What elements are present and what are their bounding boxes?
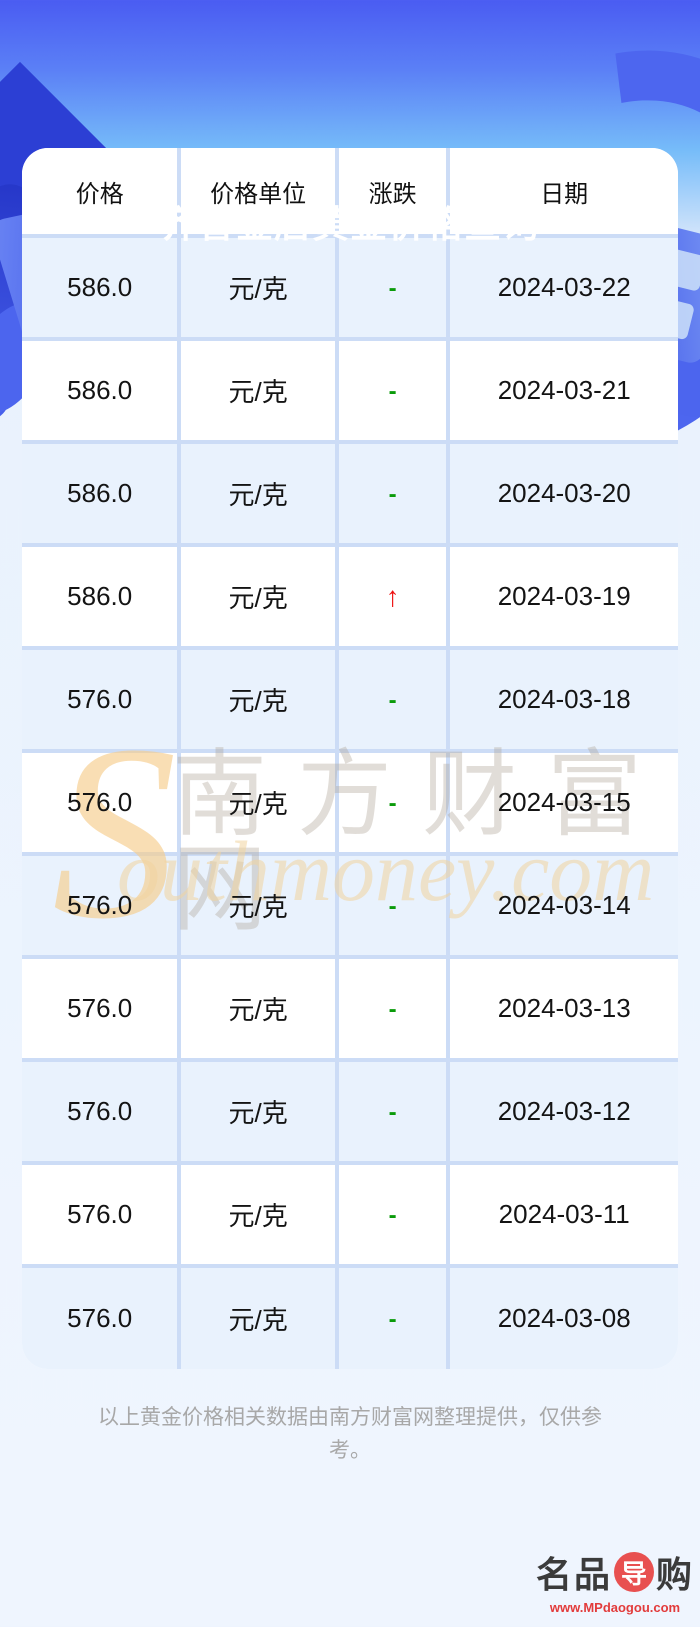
table-row: 576.0 元/克 - 2024-03-14: [22, 852, 678, 957]
table-row: 576.0 元/克 - 2024-03-13: [22, 955, 678, 1060]
unit-cell: 元/克: [177, 852, 337, 957]
table-header-row: 价格 价格单位 涨跌 日期: [22, 148, 678, 238]
table-row: 586.0 元/克 - 2024-03-21: [22, 337, 678, 442]
unit-cell: 元/克: [177, 236, 337, 339]
price-cell: 576.0: [22, 852, 180, 957]
date-cell: 2024-03-21: [446, 337, 678, 442]
column-header-price: 价格: [22, 148, 180, 238]
gold-price-table-card: S 南方财富网 outhmoney.com 价格 价格单位 涨跌 日期 586.…: [22, 148, 678, 1369]
date-cell: 2024-03-22: [446, 236, 678, 339]
column-header-unit: 价格单位: [177, 148, 337, 238]
mpdaogou-logo: 名品 导 购 www.MPdaogou.com: [536, 1546, 694, 1615]
gold-price-table: 价格 价格单位 涨跌 日期 586.0 元/克 - 2024-03-22 586…: [22, 148, 678, 1369]
change-cell: -: [334, 955, 449, 1060]
change-cell: ↑: [334, 543, 449, 648]
date-cell: 2024-03-14: [446, 852, 678, 957]
date-cell: 2024-03-11: [446, 1161, 678, 1266]
date-cell: 2024-03-13: [446, 955, 678, 1060]
date-cell: 2024-03-15: [446, 749, 678, 854]
price-cell: 576.0: [22, 646, 180, 751]
unit-cell: 元/克: [177, 955, 337, 1060]
unit-cell: 元/克: [177, 749, 337, 854]
disclaimer-text: 以上黄金价格相关数据由南方财富网整理提供，仅供参考。: [98, 1406, 602, 1462]
logo-text-right: 购: [655, 1554, 694, 1595]
unit-cell: 元/克: [177, 337, 337, 442]
table-row: 586.0 元/克 - 2024-03-22: [22, 236, 678, 339]
price-cell: 586.0: [22, 543, 180, 648]
change-cell: -: [334, 1264, 449, 1369]
change-cell: -: [334, 1161, 449, 1266]
change-cell: -: [334, 337, 449, 442]
page-title: 齐鲁金店黄金价格查询: [160, 204, 540, 245]
date-cell: 2024-03-12: [446, 1058, 678, 1163]
logo-red-circle: 导: [613, 1552, 654, 1592]
change-cell: -: [334, 749, 449, 854]
change-cell: -: [334, 852, 449, 957]
table-row: 576.0 元/克 - 2024-03-15: [22, 749, 678, 854]
date-cell: 2024-03-19: [446, 543, 678, 648]
change-cell: -: [334, 646, 449, 751]
unit-cell: 元/克: [177, 440, 337, 545]
table-row: 576.0 元/克 - 2024-03-11: [22, 1161, 678, 1266]
logo-url: www.MPdaogou.com: [549, 1600, 681, 1615]
unit-cell: 元/克: [177, 543, 337, 648]
unit-cell: 元/克: [177, 646, 337, 751]
price-cell: 576.0: [22, 1161, 180, 1266]
price-cell: 576.0: [22, 1264, 180, 1369]
change-cell: -: [334, 236, 449, 339]
logo-text-left: 名品: [535, 1554, 612, 1595]
change-cell: -: [334, 1058, 449, 1163]
price-cell: 576.0: [22, 749, 180, 854]
unit-cell: 元/克: [177, 1264, 337, 1369]
price-cell: 586.0: [22, 337, 180, 442]
column-header-date: 日期: [446, 148, 678, 238]
price-cell: 586.0: [67, 272, 133, 302]
date-cell: 2024-03-08: [446, 1264, 678, 1369]
price-cell: 586.0: [22, 440, 180, 545]
up-arrow-icon: ↑: [385, 580, 400, 612]
table-row: 576.0 元/克 - 2024-03-12: [22, 1058, 678, 1163]
table-row: 586.0 元/克 ↑ 2024-03-19: [22, 543, 678, 648]
unit-cell: 元/克: [177, 1058, 337, 1163]
unit-cell: 元/克: [177, 1161, 337, 1266]
table-row: 576.0 元/克 - 2024-03-18: [22, 646, 678, 751]
date-cell: 2024-03-18: [446, 646, 678, 751]
price-cell: 576.0: [22, 1058, 180, 1163]
date-cell: 2024-03-20: [446, 440, 678, 545]
table-row: 576.0 元/克 - 2024-03-08: [22, 1264, 678, 1369]
table-row: 586.0 元/克 - 2024-03-20: [22, 440, 678, 545]
column-header-change: 涨跌: [334, 148, 449, 238]
change-cell: -: [334, 440, 449, 545]
price-cell: 576.0: [22, 955, 180, 1060]
